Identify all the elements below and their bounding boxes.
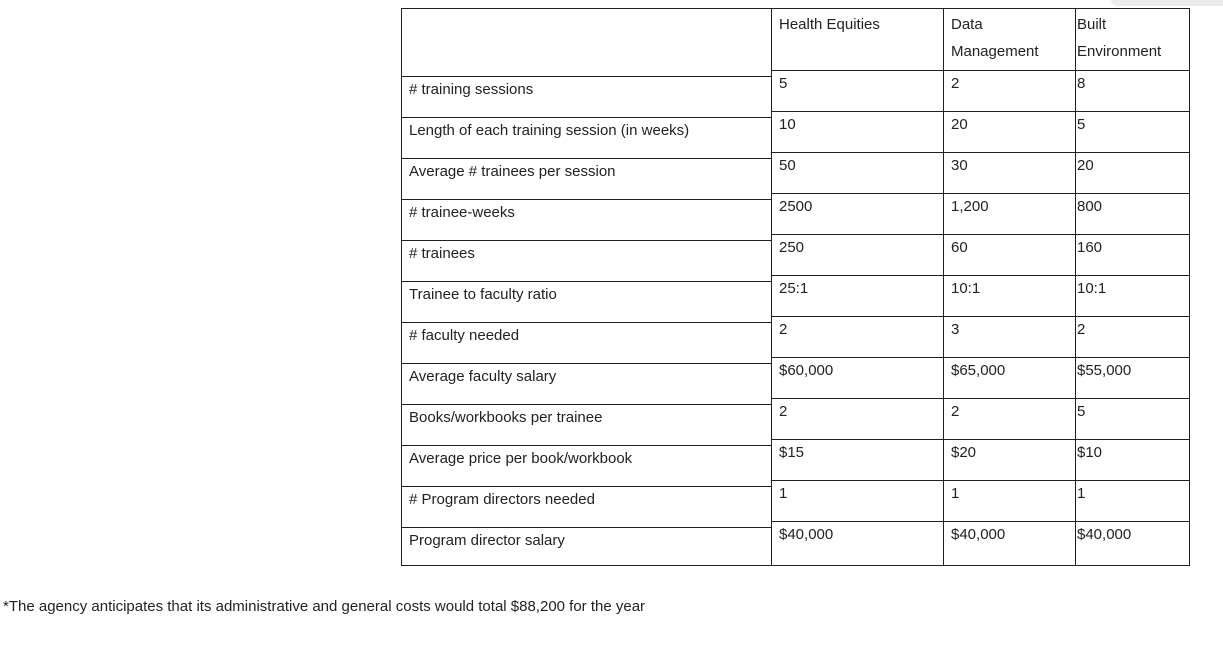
scrollbar-fragment[interactable]: [1111, 0, 1223, 6]
cell-value: 50: [772, 153, 943, 194]
row-label: # training sessions: [402, 77, 771, 118]
cell-value: 60: [944, 235, 1075, 276]
cell-value: 25:1: [772, 276, 943, 317]
cell-value: 30: [944, 153, 1075, 194]
cell-value: 800: [1076, 194, 1189, 235]
cell-value: 1,200: [944, 194, 1075, 235]
cell-value: 5: [1076, 399, 1189, 440]
cell-value: $20: [944, 440, 1075, 481]
corner-header-cell: [402, 9, 771, 77]
cell-value: 1: [1076, 481, 1189, 522]
cell-value: 160: [1076, 235, 1189, 276]
cell-value: $40,000: [951, 526, 1006, 543]
column-header: Health Equities: [772, 9, 943, 71]
row-label: Books/workbooks per trainee: [402, 405, 771, 446]
cell-value: 10:1: [944, 276, 1075, 317]
cell-value: $15: [772, 440, 943, 481]
cell-value: 5: [772, 71, 943, 112]
cell-value: $40,000: [779, 526, 834, 543]
cell-value: 2: [944, 399, 1075, 440]
row-label: # trainee-weeks: [402, 200, 771, 241]
cell-value: 20: [1076, 153, 1189, 194]
cell-value: 3: [944, 317, 1075, 358]
cell-value: 5: [1076, 112, 1189, 153]
row-label: # Program directors needed: [402, 487, 771, 528]
row-label: Average faculty salary: [402, 364, 771, 405]
row-label-column: # training sessions Length of each traini…: [402, 9, 772, 565]
cell-value: $55,000: [1076, 358, 1189, 399]
admin-costs-footnote: *The agency anticipates that its adminis…: [3, 598, 646, 615]
row-label: # trainees: [402, 241, 771, 282]
cell-value: 2500: [772, 194, 943, 235]
cell-value: 1: [772, 481, 943, 522]
cell-value: $65,000: [944, 358, 1075, 399]
program-column: Health Equities 5 10 50 2500 250 25:1 2 $60,000 2…: [772, 9, 944, 565]
cell-value: 8: [1076, 71, 1189, 112]
row-label: Program director salary: [409, 532, 565, 549]
row-label: # faculty needed: [402, 323, 771, 364]
cell-value: $10: [1076, 440, 1189, 481]
cell-value: 2: [944, 71, 1075, 112]
cell-value: 2: [772, 317, 943, 358]
cell-value: $40,000: [1077, 526, 1132, 543]
row-label: Length of each training session (in week…: [402, 118, 771, 159]
cell-value: 10: [772, 112, 943, 153]
cell-value: $60,000: [772, 358, 943, 399]
program-column: Data Management 2 20 30 1,200 60 10:1 3 $65,000 2…: [944, 9, 1076, 565]
cell-value: 10:1: [1076, 276, 1189, 317]
row-label: Average price per book/workbook: [402, 446, 771, 487]
cell-value: 1: [944, 481, 1075, 522]
program-budget-table: # training sessions Length of each traini…: [401, 8, 1190, 566]
program-column: Built Environment 8 5 20 800 160 10:1 2 $55,000 5…: [1076, 9, 1189, 565]
column-header: Data Management: [944, 9, 1075, 71]
cell-value: 20: [944, 112, 1075, 153]
cell-value: 2: [772, 399, 943, 440]
row-label: Average # trainees per session: [402, 159, 771, 200]
cell-value: 250: [772, 235, 943, 276]
cell-value: 2: [1076, 317, 1189, 358]
row-label: Trainee to faculty ratio: [402, 282, 771, 323]
column-header: Built Environment: [1076, 9, 1189, 71]
